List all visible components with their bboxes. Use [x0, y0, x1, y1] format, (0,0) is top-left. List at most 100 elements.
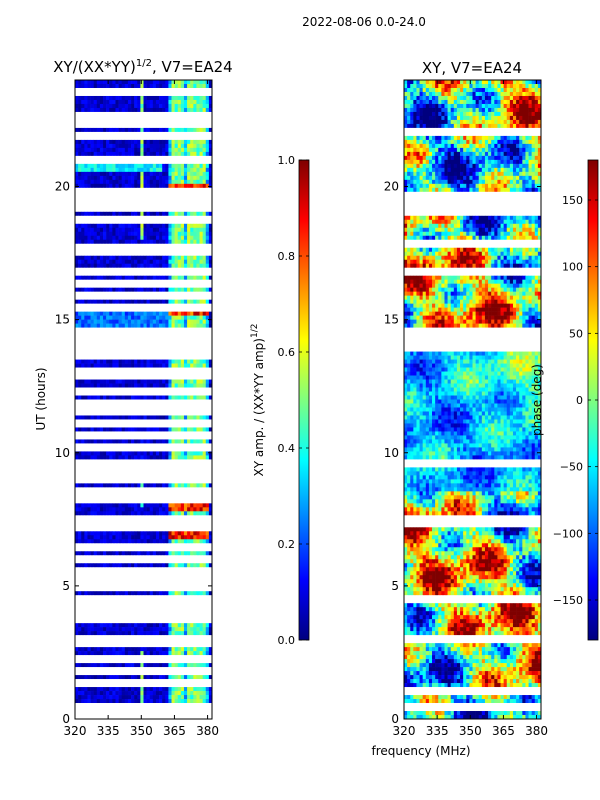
heatmap-cell: [153, 340, 156, 344]
heatmap-cell: [134, 240, 137, 244]
heatmap-cell: [106, 376, 109, 380]
heatmap-cell: [150, 467, 153, 471]
heatmap-cell: [187, 216, 190, 220]
heatmap-cell: [147, 435, 150, 439]
heatmap-cell: [196, 140, 199, 144]
heatmap-cell: [162, 455, 165, 459]
heatmap-cell: [144, 276, 147, 280]
heatmap-cell: [172, 340, 175, 344]
heatmap-cell: [156, 224, 159, 228]
heatmap-cell: [78, 196, 81, 200]
heatmap-cell: [131, 216, 134, 220]
heatmap-cell: [153, 148, 156, 152]
heatmap-cell: [91, 447, 94, 451]
heatmap-cell: [175, 340, 178, 344]
heatmap-cell: [178, 344, 181, 348]
heatmap-cell: [87, 156, 90, 160]
heatmap-cell: [131, 519, 134, 523]
heatmap-cell: [128, 495, 131, 499]
heatmap-cell: [175, 411, 178, 415]
heatmap-cell: [75, 527, 78, 531]
heatmap-cell: [78, 200, 81, 204]
heatmap-cell: [150, 292, 153, 296]
heatmap-cell: [78, 451, 81, 455]
heatmap-cell: [175, 515, 178, 519]
heatmap-cell: [178, 188, 181, 192]
heatmap-cell: [196, 252, 199, 256]
heatmap-cell: [193, 296, 196, 300]
heatmap-cell: [200, 108, 203, 112]
heatmap-cell: [150, 176, 153, 180]
heatmap-cell: [134, 407, 137, 411]
heatmap-cell: [172, 479, 175, 483]
heatmap-cell: [115, 244, 118, 248]
heatmap-cell: [137, 144, 140, 148]
heatmap-cell: [187, 88, 190, 92]
heatmap-cell: [131, 423, 134, 427]
heatmap-cell: [109, 284, 112, 288]
heatmap-cell: [175, 364, 178, 368]
heatmap-cell: [112, 184, 115, 188]
heatmap-cell: [122, 156, 125, 160]
heatmap-cell: [112, 104, 115, 108]
heatmap-cell: [144, 144, 147, 148]
heatmap-cell: [147, 308, 150, 312]
heatmap-cell: [184, 479, 187, 483]
heatmap-cell: [156, 503, 159, 507]
heatmap-cell: [112, 212, 115, 216]
heatmap-cell: [140, 228, 143, 232]
heatmap-cell: [97, 427, 100, 431]
heatmap-cell: [200, 392, 203, 396]
heatmap-cell: [94, 356, 97, 360]
heatmap-cell: [78, 296, 81, 300]
heatmap-cell: [119, 108, 122, 112]
heatmap-cell: [109, 344, 112, 348]
heatmap-cell: [144, 407, 147, 411]
heatmap-cell: [159, 475, 162, 479]
heatmap-cell: [150, 156, 153, 160]
heatmap-cell: [94, 92, 97, 96]
heatmap-cell: [162, 447, 165, 451]
heatmap-cell: [190, 116, 193, 120]
heatmap-cell: [128, 423, 131, 427]
heatmap-cell: [140, 196, 143, 200]
heatmap-cell: [109, 356, 112, 360]
heatmap-cell: [112, 407, 115, 411]
heatmap-cell: [91, 292, 94, 296]
heatmap-cell: [150, 312, 153, 316]
heatmap-cell: [125, 276, 128, 280]
heatmap-cell: [162, 184, 165, 188]
heatmap-cell: [150, 495, 153, 499]
heatmap-cell: [165, 304, 168, 308]
heatmap-cell: [122, 160, 125, 164]
heatmap-cell: [203, 455, 206, 459]
heatmap-cell: [159, 320, 162, 324]
heatmap-cell: [172, 360, 175, 364]
heatmap-cell: [122, 268, 125, 272]
heatmap-cell: [178, 228, 181, 232]
heatmap-cell: [203, 336, 206, 340]
heatmap-cell: [94, 228, 97, 232]
heatmap-cell: [178, 216, 181, 220]
heatmap-cell: [184, 304, 187, 308]
heatmap-cell: [112, 352, 115, 356]
heatmap-cell: [193, 324, 196, 328]
heatmap-cell: [206, 364, 209, 368]
heatmap-cell: [128, 328, 131, 332]
heatmap-cell: [156, 208, 159, 212]
heatmap-cell: [94, 116, 97, 120]
heatmap-cell: [162, 168, 165, 172]
heatmap-cell: [156, 523, 159, 527]
heatmap-cell: [187, 116, 190, 120]
heatmap-cell: [206, 160, 209, 164]
heatmap-cell: [153, 236, 156, 240]
heatmap-cell: [103, 140, 106, 144]
heatmap-cell: [131, 108, 134, 112]
heatmap-cell: [125, 439, 128, 443]
heatmap-cell: [103, 495, 106, 499]
heatmap-cell: [97, 292, 100, 296]
heatmap-cell: [115, 364, 118, 368]
heatmap-cell: [196, 320, 199, 324]
heatmap-cell: [206, 527, 209, 531]
heatmap-cell: [184, 455, 187, 459]
